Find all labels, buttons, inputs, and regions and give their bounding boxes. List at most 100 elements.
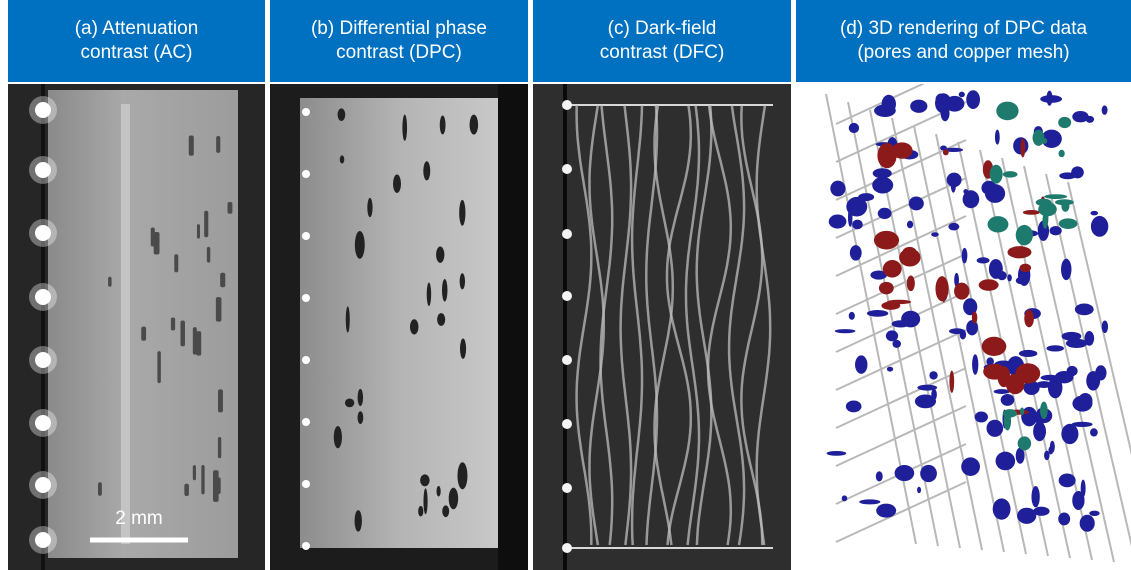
- mesh-dot: [302, 294, 310, 302]
- pore: [216, 297, 222, 322]
- mesh-dot: [302, 170, 310, 178]
- pore-blob: [949, 371, 954, 393]
- pore-blob: [989, 259, 1003, 279]
- mesh-dot: [302, 418, 310, 426]
- pore-blob: [901, 311, 920, 328]
- header-line: contrast (DFC): [600, 41, 725, 65]
- pore: [427, 283, 431, 306]
- pore-blob: [909, 197, 924, 211]
- panel-b: (b) Differential phase contrast (DPC): [270, 0, 528, 570]
- pore-blob: [1078, 393, 1092, 409]
- pore-blob: [1102, 105, 1108, 115]
- panel-header: (a) Attenuation contrast (AC): [8, 0, 265, 82]
- pore-blob: [1023, 210, 1040, 215]
- pore-blob: [887, 367, 893, 372]
- pore-blob: [1086, 116, 1094, 123]
- pore: [440, 116, 446, 135]
- pore-blob: [849, 312, 855, 320]
- pore-blob: [910, 100, 927, 113]
- mesh-dot: [562, 291, 572, 301]
- pore-blob: [829, 215, 847, 229]
- pore-blob: [941, 105, 950, 121]
- pore: [171, 318, 175, 331]
- pore-blob: [1066, 339, 1087, 348]
- header-line: (b) Differential phase: [311, 17, 487, 41]
- pore-blob: [1071, 422, 1092, 427]
- pore: [420, 474, 430, 486]
- pore: [196, 331, 201, 356]
- pore-blob: [996, 102, 1018, 121]
- pore: [228, 202, 233, 214]
- ac-image: 2 mm: [8, 84, 265, 570]
- pore: [340, 155, 345, 163]
- pore: [193, 465, 196, 480]
- pore: [189, 136, 194, 156]
- header-line: (pores and copper mesh): [857, 41, 1069, 65]
- pore: [180, 320, 185, 346]
- pore-blob: [1024, 310, 1034, 327]
- header-line: contrast (AC): [81, 41, 193, 65]
- pore-blob: [972, 354, 978, 375]
- pore-blob: [951, 177, 956, 192]
- panel-header: (c) Dark-field contrast (DFC): [533, 0, 791, 82]
- pore: [355, 510, 362, 532]
- sample: [48, 90, 238, 558]
- pore-blob: [907, 221, 913, 229]
- pore-blob: [1018, 441, 1026, 446]
- panel-d: (d) 3D rendering of DPC data (pores and …: [796, 0, 1131, 570]
- pore-blob: [849, 123, 859, 133]
- pore: [355, 231, 365, 259]
- pore: [345, 399, 354, 408]
- pore-blob: [982, 337, 1007, 356]
- pore-blob: [830, 181, 845, 197]
- pore: [423, 161, 430, 180]
- pore-blob: [874, 104, 896, 117]
- pore-blob: [986, 420, 1003, 437]
- pore-blob: [961, 457, 980, 476]
- pore-blob: [949, 328, 965, 334]
- pore-blob: [929, 371, 937, 379]
- pore-blob: [883, 260, 902, 278]
- pore-blob: [1019, 350, 1037, 357]
- pore: [442, 279, 447, 302]
- pore: [393, 175, 401, 193]
- pore-blob: [858, 193, 874, 201]
- panel-header: (b) Differential phase contrast (DPC): [270, 0, 528, 82]
- mesh-dot: [562, 483, 572, 493]
- pore-blob: [1058, 513, 1070, 526]
- pore-blob: [1059, 218, 1078, 229]
- pore-blob: [975, 412, 988, 423]
- pore-blob: [1020, 139, 1025, 158]
- pore: [218, 437, 221, 458]
- pore-blob: [842, 495, 848, 501]
- mesh-dot: [35, 415, 51, 431]
- pore-blob: [943, 149, 949, 155]
- pore: [141, 327, 146, 341]
- pore: [151, 227, 155, 246]
- pore-blob: [948, 223, 959, 231]
- pore: [218, 389, 223, 412]
- pore: [436, 486, 440, 497]
- pore-blob: [990, 165, 1003, 184]
- pore-blob: [879, 282, 894, 295]
- pore-blob: [1044, 194, 1067, 199]
- pore: [358, 389, 363, 406]
- pore-blob: [876, 471, 883, 481]
- mesh-dot: [35, 532, 51, 548]
- pore-blob: [827, 451, 847, 456]
- pore-blob: [954, 283, 969, 300]
- pore-blob: [972, 312, 977, 324]
- pore-blob: [1059, 473, 1076, 487]
- pore-blob: [1050, 441, 1055, 453]
- header-line: contrast (DPC): [336, 41, 462, 65]
- pore-blob: [1071, 166, 1084, 178]
- mesh-dot: [35, 352, 51, 368]
- pore-blob: [1015, 363, 1040, 383]
- pore: [358, 411, 364, 424]
- pore-blob: [877, 143, 896, 168]
- dfc-image: [533, 84, 791, 570]
- mesh-dot: [302, 356, 310, 364]
- pore-blob: [872, 177, 893, 194]
- pore-blob: [1044, 208, 1048, 227]
- pore: [334, 426, 342, 448]
